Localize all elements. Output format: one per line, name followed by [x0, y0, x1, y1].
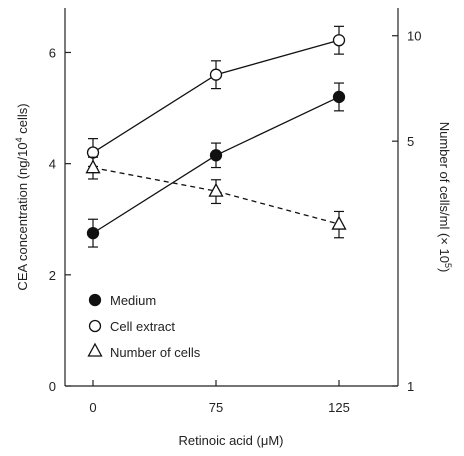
- legend-label-number-of-cells: Number of cells: [110, 345, 201, 360]
- series-line-2: [92, 167, 340, 225]
- legend-marker-medium: [88, 293, 102, 307]
- legend-marker-cell-extract: [88, 319, 102, 333]
- x-tick-label-1: 75: [209, 400, 223, 415]
- right-axis-title-tail: ): [437, 268, 452, 272]
- left-axis-title-main: CEA concentration (ng/10: [15, 142, 30, 290]
- left-axis-title-tail: cells): [15, 103, 30, 137]
- data-point-2-0: [85, 159, 101, 174]
- series-layer: [85, 25, 347, 248]
- right-tick-label-2: 10: [407, 29, 421, 44]
- left-tick-label-2: 4: [49, 157, 56, 172]
- data-point-0-0: [86, 226, 100, 240]
- data-point-2-1: [208, 182, 224, 197]
- x-axis-title: Retinoic acid (μM): [178, 433, 283, 448]
- x-tick-label-2: 125: [328, 400, 350, 415]
- legend: Medium Cell extract Number of cells: [87, 293, 201, 360]
- data-point-0-1: [209, 149, 223, 162]
- x-axis-ticks: 0 75 125: [89, 380, 350, 415]
- left-tick-label-1: 2: [49, 268, 56, 283]
- data-point-2-2: [331, 215, 347, 230]
- data-point-1-1: [209, 68, 223, 81]
- x-tick-label-0: 0: [89, 400, 96, 415]
- right-axis-title: Number of cells/ml (× 105): [437, 122, 453, 273]
- right-axis-title-main: Number of cells/ml (× 10: [437, 122, 452, 263]
- data-point-0-2: [332, 90, 346, 104]
- right-axis-title-sup: 5: [443, 263, 453, 268]
- legend-label-cell-extract: Cell extract: [110, 319, 175, 334]
- data-point-1-0: [86, 146, 100, 159]
- legend-marker-number-of-cells: [87, 342, 103, 357]
- left-axis-ticks: 0 2 4 6: [49, 45, 71, 394]
- data-point-1-2: [332, 34, 346, 47]
- left-tick-label-0: 0: [49, 379, 56, 394]
- left-tick-label-3: 6: [49, 45, 56, 60]
- series-line-1: [92, 39, 340, 154]
- right-tick-label-1: 5: [407, 134, 414, 149]
- left-axis-title-sup: 4: [14, 137, 24, 142]
- right-tick-label-0: 1: [407, 379, 414, 394]
- left-axis-title: CEA concentration (ng/104 cells): [14, 103, 30, 290]
- legend-label-medium: Medium: [110, 293, 156, 308]
